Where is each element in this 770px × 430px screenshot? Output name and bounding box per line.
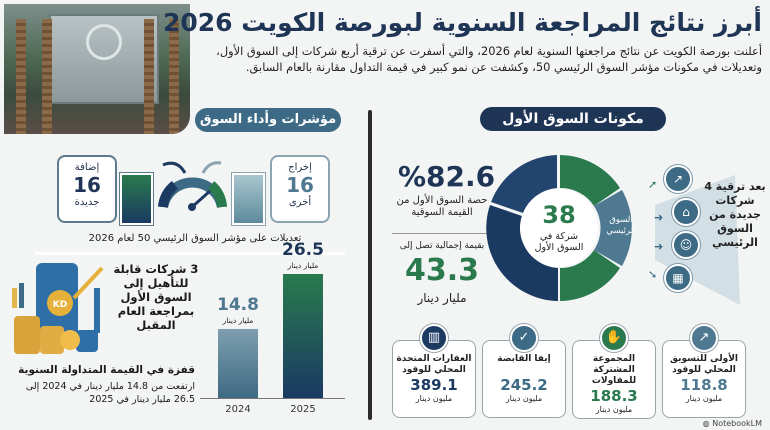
page-title: أبرز نتائج المراجعة السنوية لبورصة الكوي…: [162, 8, 762, 37]
company-name: إيفا القابضة: [497, 354, 551, 364]
x-tick-label: 2024: [225, 404, 251, 415]
add-label: إضافة: [74, 162, 100, 173]
upgrade-note: بعد ترقية 4 شركات جديدة من السوق الرئيسي: [704, 180, 766, 249]
company-value: 188.3: [590, 387, 638, 405]
brand-icon: ◍: [702, 419, 713, 428]
indicators-heading: مؤشرات وأداء السوق: [195, 108, 341, 132]
palm-tree: [169, 19, 179, 134]
remove-tank: [232, 173, 265, 225]
arrow-icon: ➜: [654, 211, 664, 224]
share-label: حصة السوق الأول من القيمة السوقية: [396, 195, 488, 218]
arrow-icon: ➜: [654, 240, 664, 253]
add-tank: [120, 173, 153, 225]
company-unit: مليون دينار: [415, 394, 453, 403]
people-icon: ☺: [672, 231, 700, 259]
center-count: 38: [542, 201, 576, 229]
bar-2024: [218, 328, 258, 398]
palm-tree: [144, 19, 154, 134]
remove-value: 16: [286, 173, 314, 197]
building-icon: ▥: [420, 324, 448, 352]
company-name: العقارات المتحدة المحلي للوقود: [396, 354, 472, 375]
total-value: 43.3: [404, 253, 480, 288]
bar-value-label: 26.5: [282, 240, 324, 261]
company-unit: مليون دينار: [505, 394, 543, 403]
separator: [392, 233, 492, 234]
palm-tree: [42, 19, 52, 134]
chart-icon: ↗: [690, 324, 718, 352]
separator: [35, 252, 345, 255]
total-unit: مليار دينار: [417, 291, 467, 305]
company-unit: مليون دينار: [685, 394, 723, 403]
company-name: المجموعة المشتركة للمقاولات: [591, 354, 637, 386]
qualify-text: 3 شركات قابلة للتأهيل إلى السوق الأول بم…: [113, 262, 199, 332]
x-axis: [200, 398, 345, 399]
share-value: %82.6: [398, 160, 496, 193]
handshake-icon: ✋: [600, 324, 628, 352]
remove-box: إخراج 16 أخرى: [270, 155, 330, 223]
hands-icon: ✓: [510, 324, 538, 352]
intro-text: أعلنت بورصة الكويت عن نتائج مراجعتها الس…: [216, 44, 762, 74]
donut-segment-green-bottom: [560, 250, 620, 301]
company-value: 389.1: [410, 376, 458, 394]
bar-2025: [283, 274, 323, 398]
x-tick-label: 2025: [290, 404, 316, 415]
brand-label: NotebookLM: [712, 419, 762, 428]
company-name: الأولى للتسويق المحلي للوقود: [669, 354, 739, 375]
donut-segment-green-top: [560, 155, 620, 206]
company-card: الأولى للتسويق المحلي للوقود 118.8 مليون…: [662, 340, 746, 418]
add-box: إضافة 16 جديدة: [57, 155, 117, 223]
bar-value-label: 14.8: [217, 294, 259, 315]
remove-sub: أخرى: [288, 197, 312, 208]
donut-segment-main-market: [594, 190, 632, 266]
main-market-label: السوق الرئيسي: [606, 215, 636, 236]
gauge-icon: [158, 161, 227, 211]
notebooklm-brand: ◍ NotebookLM: [703, 419, 762, 428]
boursa-logo: [86, 24, 122, 60]
center-label: شركة في السوق الأول: [534, 231, 584, 253]
add-sub: جديدة: [74, 197, 100, 208]
divider: [368, 110, 372, 420]
coin-label: KD: [53, 300, 67, 310]
add-value: 16: [73, 173, 101, 197]
arrow-icon: ➚: [648, 178, 658, 191]
donut-segment-navy-bottom: [486, 205, 558, 301]
remove-label: إخراج: [288, 162, 312, 173]
palm-tree: [16, 19, 26, 134]
indicators-caption: تعديلات على مؤشر السوق الرئيسي 50 لعام 2…: [88, 233, 302, 244]
first-market-heading: مكونات السوق الأول: [480, 107, 666, 131]
stock-exchange-photo: [4, 4, 190, 134]
factory-icon: ▦: [664, 264, 692, 292]
coins-phone-illustration: KD: [12, 263, 104, 354]
donut-hole: [520, 189, 598, 267]
arrow-icon: ➘: [648, 268, 658, 281]
total-prefix: بقيمة إجمالية تصل إلى: [399, 241, 485, 251]
trading-bar-chart: 14.8 مليار دينار 2024 26.5 مليار دينار 2025: [200, 240, 345, 425]
trading-title: قفزة في القيمة المتداولة السنوية: [18, 364, 195, 376]
bank-icon: ⌂: [672, 198, 700, 226]
growth-chart-icon: ↗: [664, 165, 692, 193]
company-card: المجموعة المشتركة للمقاولات 188.3 مليون …: [572, 340, 656, 419]
company-unit: مليون دينار: [595, 405, 633, 414]
company-value: 118.8: [680, 376, 728, 394]
company-value: 245.2: [500, 376, 548, 394]
trading-desc: ارتفعت من 14.8 مليار دينار في 2024 إلى 2…: [25, 381, 195, 405]
bar-unit-label: مليار دينار: [222, 315, 254, 325]
bar-unit-label: مليار دينار: [287, 261, 319, 271]
donut-segment-navy-top: [491, 155, 557, 213]
